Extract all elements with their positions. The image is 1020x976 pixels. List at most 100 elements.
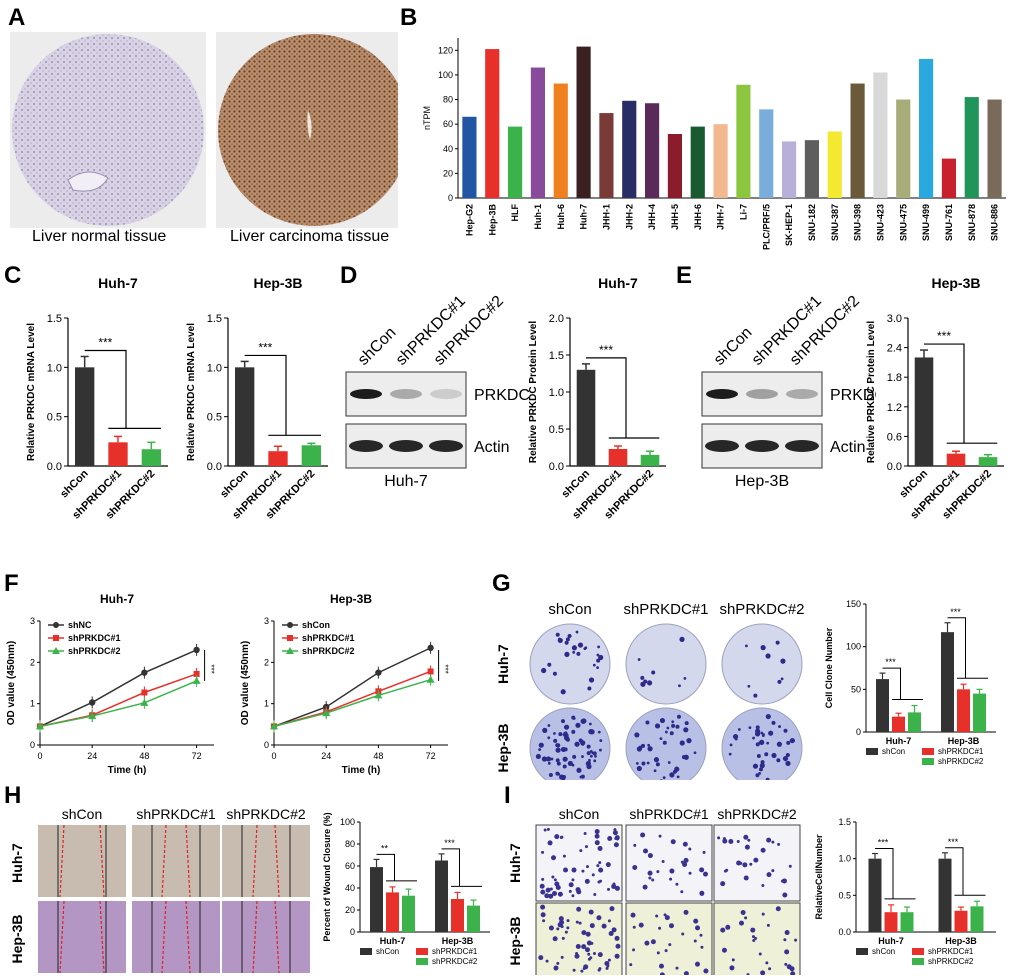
migrated-cell xyxy=(612,830,618,836)
migrated-cell xyxy=(669,868,675,874)
wound-edge xyxy=(252,900,258,974)
migrated-cell xyxy=(541,877,545,881)
migrated-cell xyxy=(760,970,766,975)
normal-tissue-core xyxy=(12,34,204,226)
data-point xyxy=(427,644,434,652)
significance-bracket xyxy=(924,343,965,444)
bar xyxy=(235,367,255,466)
migrated-cell xyxy=(782,892,788,898)
colony xyxy=(765,713,771,720)
y-tick-label: 0.0 xyxy=(887,461,902,473)
wound-edge xyxy=(59,900,65,974)
significance-bracket xyxy=(84,349,127,429)
colony xyxy=(660,779,663,780)
x-tick-label: Hep-3B xyxy=(487,204,497,236)
row-label: Huh-7 xyxy=(10,843,25,883)
culture-plate xyxy=(529,623,611,705)
migrated-cell xyxy=(693,939,697,943)
data-point xyxy=(193,646,200,654)
y-tick-label: 0.0 xyxy=(207,461,222,473)
bar xyxy=(978,457,998,466)
bar xyxy=(402,895,415,932)
colony xyxy=(683,727,689,733)
migrated-cell xyxy=(700,892,704,896)
migrated-cell xyxy=(736,860,742,866)
migrated-cell xyxy=(784,930,790,936)
migrated-cell xyxy=(648,876,652,880)
colony xyxy=(671,720,675,724)
significance-label: *** xyxy=(950,607,961,617)
legend-marker xyxy=(52,647,60,654)
colony xyxy=(678,684,681,688)
colony xyxy=(686,738,692,744)
legend-label: shCon xyxy=(376,947,399,956)
legend-label: shPRKDC#1 xyxy=(68,633,121,643)
x-tick-label: SNU-182 xyxy=(807,204,817,241)
bar xyxy=(599,113,614,198)
bar xyxy=(782,141,797,198)
colony xyxy=(596,658,601,663)
y-tick-label: 150 xyxy=(846,599,861,609)
x-tick-label: Huh-7 xyxy=(579,204,589,230)
colony xyxy=(555,771,560,776)
migrated-cell xyxy=(597,952,603,958)
legend-label: shPRKDC#1 xyxy=(432,947,478,956)
y-tick-label: 0.5 xyxy=(47,412,62,424)
migrated-cell xyxy=(584,878,590,884)
data-point xyxy=(89,699,96,706)
legend-label: shCon xyxy=(302,620,330,630)
y-tick-label: 1 xyxy=(30,699,35,709)
migrated-cell xyxy=(591,873,595,877)
bar xyxy=(919,58,934,198)
colony xyxy=(572,754,577,759)
colony xyxy=(653,757,660,763)
row-label: Hep-3B xyxy=(508,916,523,965)
colony xyxy=(789,737,795,744)
colony xyxy=(596,653,600,657)
colony xyxy=(575,722,581,728)
legend-label: shCon xyxy=(882,747,905,756)
significance-bracket xyxy=(875,848,894,899)
colony xyxy=(567,634,572,639)
migrated-cell xyxy=(611,883,617,889)
x-tick-label: 72 xyxy=(192,751,202,761)
colony xyxy=(538,742,544,748)
migrated-cell xyxy=(578,921,582,925)
migrated-cell xyxy=(548,893,554,899)
bar xyxy=(75,367,95,466)
legend-label: shNC xyxy=(68,620,92,630)
colony xyxy=(581,755,584,758)
migrated-cell xyxy=(768,967,772,971)
migrated-cell xyxy=(575,944,581,950)
significance-label: *** xyxy=(878,838,889,848)
x-tick-label: Huh-6 xyxy=(556,204,566,230)
blot-band-prkdc xyxy=(430,389,462,399)
chart-title: Hep-3B xyxy=(330,592,372,606)
colony xyxy=(771,752,777,759)
y-tick-label: 2.4 xyxy=(887,343,902,355)
migrated-cell xyxy=(650,939,656,945)
colony xyxy=(553,738,558,743)
migrated-cell xyxy=(658,926,662,930)
column-label: shPRKDC#1 xyxy=(629,806,709,822)
y-tick-label: 100 xyxy=(340,817,355,827)
wound-edge xyxy=(161,824,167,898)
legend-swatch xyxy=(360,948,372,955)
group-label: Huh-7 xyxy=(886,736,912,746)
bar xyxy=(435,860,448,932)
x-tick-label: JHH-6 xyxy=(693,204,703,230)
colony xyxy=(755,742,760,747)
colony xyxy=(541,667,547,674)
colony xyxy=(588,758,591,762)
migrated-cell xyxy=(743,834,749,840)
migrated-cell xyxy=(723,869,727,873)
chart-ntpm: 0 20 40 60 80 100 120 nTPM Hep-G2 Hep-3B HLF Huh-1 H… xyxy=(422,38,1006,250)
migrated-cell xyxy=(633,843,637,847)
bar xyxy=(873,72,888,198)
migrated-cell xyxy=(560,925,564,929)
migrated-cell xyxy=(664,915,670,921)
significance-bracket xyxy=(586,357,627,439)
wound-edge xyxy=(99,900,105,974)
x-axis-label: Time (h) xyxy=(342,765,381,776)
x-tick-label: 48 xyxy=(139,751,149,761)
